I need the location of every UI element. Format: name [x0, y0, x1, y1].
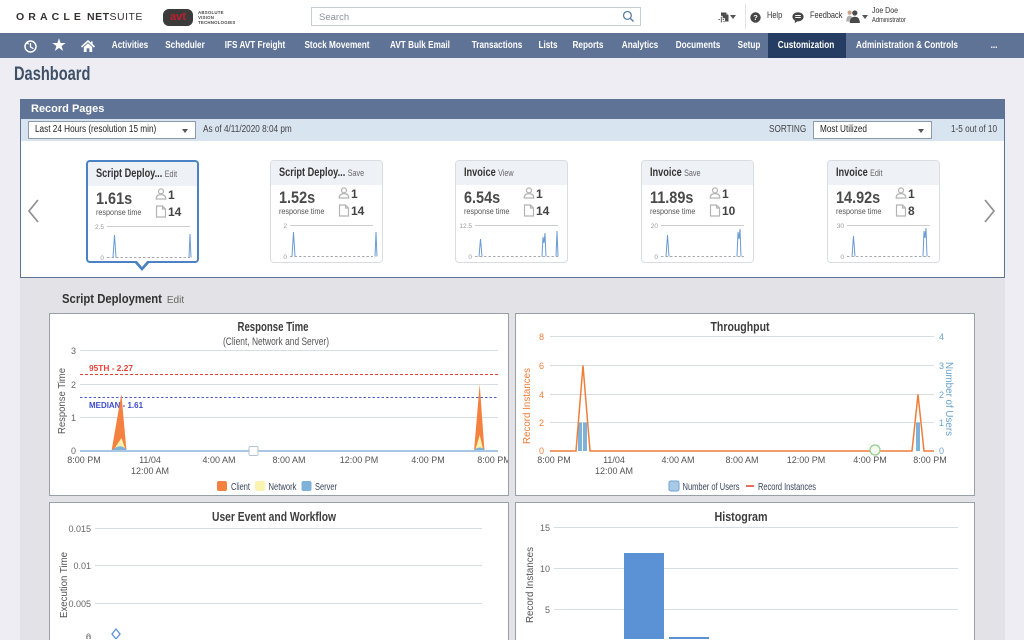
svg-text:8:00 PM: 8:00 PM [477, 455, 508, 465]
svg-text:0: 0 [86, 634, 91, 639]
svg-text:0.015: 0.015 [68, 524, 91, 534]
svg-text:3: 3 [71, 346, 76, 356]
svg-text:8: 8 [539, 332, 544, 342]
svg-text:0: 0 [86, 632, 91, 639]
svg-text:3: 3 [939, 361, 944, 371]
svg-text:Number of Users: Number of Users [683, 481, 740, 493]
svg-text:4: 4 [939, 332, 944, 342]
svg-text:0: 0 [100, 255, 104, 262]
svg-text:1: 1 [939, 418, 944, 428]
svg-text:Number of Users: Number of Users [943, 362, 954, 436]
svg-text:0: 0 [840, 254, 844, 261]
svg-text:?: ? [753, 13, 758, 22]
svg-text:12.5: 12.5 [459, 223, 472, 230]
svg-text:4:00 PM: 4:00 PM [853, 455, 887, 465]
svg-text:2: 2 [283, 223, 287, 230]
svg-text:8:00 AM: 8:00 AM [725, 455, 758, 465]
svg-text:2.5: 2.5 [95, 224, 104, 231]
svg-text:0.01: 0.01 [73, 561, 91, 571]
svg-text:Record Instances: Record Instances [522, 368, 533, 444]
svg-text:4: 4 [539, 390, 544, 400]
svg-text:12:00 AM: 12:00 AM [595, 466, 633, 476]
svg-text:0: 0 [539, 446, 544, 456]
svg-text:2: 2 [939, 390, 944, 400]
svg-text:15: 15 [540, 523, 550, 533]
svg-text:MEDIAN - 1.61: MEDIAN - 1.61 [89, 401, 144, 410]
svg-text:20: 20 [651, 223, 659, 230]
svg-text:0: 0 [71, 446, 76, 456]
svg-text:8:00 PM: 8:00 PM [913, 455, 947, 465]
svg-text:11/04: 11/04 [603, 455, 625, 465]
svg-text:4:00 AM: 4:00 AM [202, 455, 235, 465]
svg-text:8:00 PM: 8:00 PM [537, 455, 571, 465]
svg-text:12:00 PM: 12:00 PM [340, 455, 379, 465]
svg-text:0: 0 [939, 446, 944, 456]
svg-text:User Event and Workflow: User Event and Workflow [212, 509, 337, 524]
svg-text:4:00 AM: 4:00 AM [661, 455, 694, 465]
svg-text:6: 6 [539, 361, 544, 371]
svg-text:10: 10 [540, 564, 550, 574]
svg-text:(Client, Network and Server): (Client, Network and Server) [223, 336, 329, 348]
svg-text:0: 0 [654, 254, 658, 261]
svg-text:0: 0 [283, 254, 287, 261]
svg-text:Response Time: Response Time [57, 368, 68, 434]
svg-text:12:00 AM: 12:00 AM [131, 466, 169, 476]
svg-text:0: 0 [468, 254, 472, 261]
svg-text:5: 5 [545, 605, 550, 615]
svg-text:Network: Network [269, 481, 298, 493]
svg-text:1: 1 [71, 413, 76, 423]
svg-text:12:00 PM: 12:00 PM [787, 455, 826, 465]
svg-text:30: 30 [837, 223, 845, 230]
svg-text:Record Instances: Record Instances [758, 481, 816, 493]
svg-text:95TH - 2.27: 95TH - 2.27 [89, 364, 134, 373]
svg-text:Execution Time: Execution Time [59, 552, 70, 618]
svg-text:8:00 PM: 8:00 PM [67, 455, 101, 465]
svg-text:2: 2 [539, 418, 544, 428]
svg-text:0.005: 0.005 [68, 599, 91, 609]
svg-text:Response Time: Response Time [238, 319, 309, 334]
svg-text:11/04: 11/04 [139, 455, 161, 465]
svg-text:Throughput: Throughput [711, 319, 771, 334]
svg-text:4:00 PM: 4:00 PM [411, 455, 445, 465]
svg-text:8:00 AM: 8:00 AM [272, 455, 305, 465]
svg-text:Client: Client [231, 481, 250, 493]
svg-text:Server: Server [315, 481, 337, 493]
svg-text:Record Instances: Record Instances [525, 547, 536, 623]
svg-text:2: 2 [71, 380, 76, 390]
svg-text:Histogram: Histogram [715, 509, 768, 524]
